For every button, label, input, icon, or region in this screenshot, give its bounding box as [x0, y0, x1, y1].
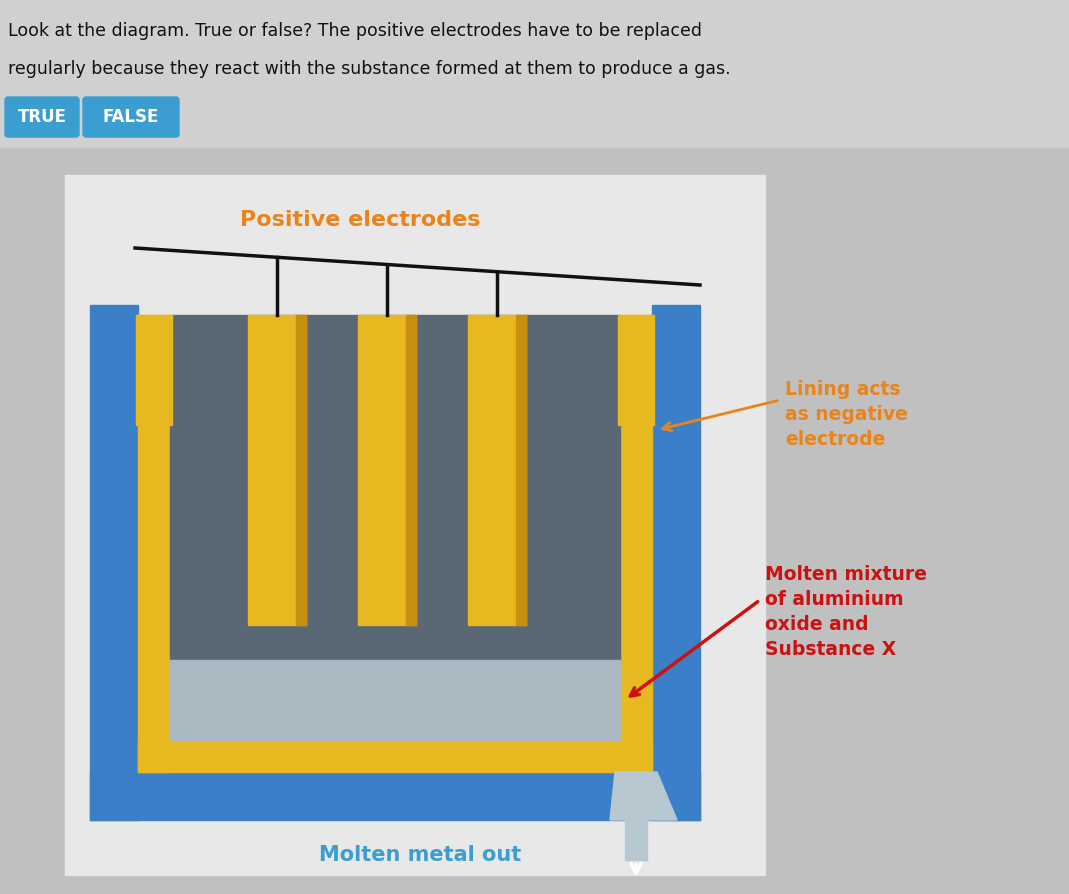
Polygon shape — [610, 772, 677, 820]
Bar — [138, 315, 170, 772]
Bar — [170, 660, 620, 740]
Text: FALSE: FALSE — [103, 108, 159, 126]
Bar — [0, 0, 1069, 148]
Bar — [90, 772, 700, 820]
Text: Lining acts
as negative
electrode: Lining acts as negative electrode — [785, 380, 908, 449]
FancyBboxPatch shape — [5, 97, 79, 137]
Bar — [170, 315, 620, 660]
Bar — [136, 315, 172, 425]
Bar — [620, 315, 652, 772]
Bar — [625, 820, 647, 860]
Bar — [138, 740, 652, 772]
Text: Molten mixture
of aluminium
oxide and
Substance X: Molten mixture of aluminium oxide and Su… — [765, 565, 927, 659]
Text: TRUE: TRUE — [17, 108, 66, 126]
Bar — [0, 148, 1069, 894]
Bar — [65, 175, 765, 875]
Bar — [296, 315, 306, 625]
Bar — [516, 315, 526, 625]
Text: Look at the diagram. True or false? The positive electrodes have to be replaced: Look at the diagram. True or false? The … — [7, 22, 702, 40]
Bar — [248, 315, 306, 625]
Bar — [618, 315, 654, 425]
FancyBboxPatch shape — [83, 97, 179, 137]
Bar — [358, 315, 416, 625]
Bar — [468, 315, 526, 625]
Text: regularly because they react with the substance formed at them to produce a gas.: regularly because they react with the su… — [7, 60, 730, 78]
Bar — [652, 305, 700, 820]
Bar — [90, 305, 138, 820]
Bar — [406, 315, 416, 625]
Text: Molten metal out: Molten metal out — [319, 845, 521, 865]
Text: Positive electrodes: Positive electrodes — [239, 210, 480, 230]
